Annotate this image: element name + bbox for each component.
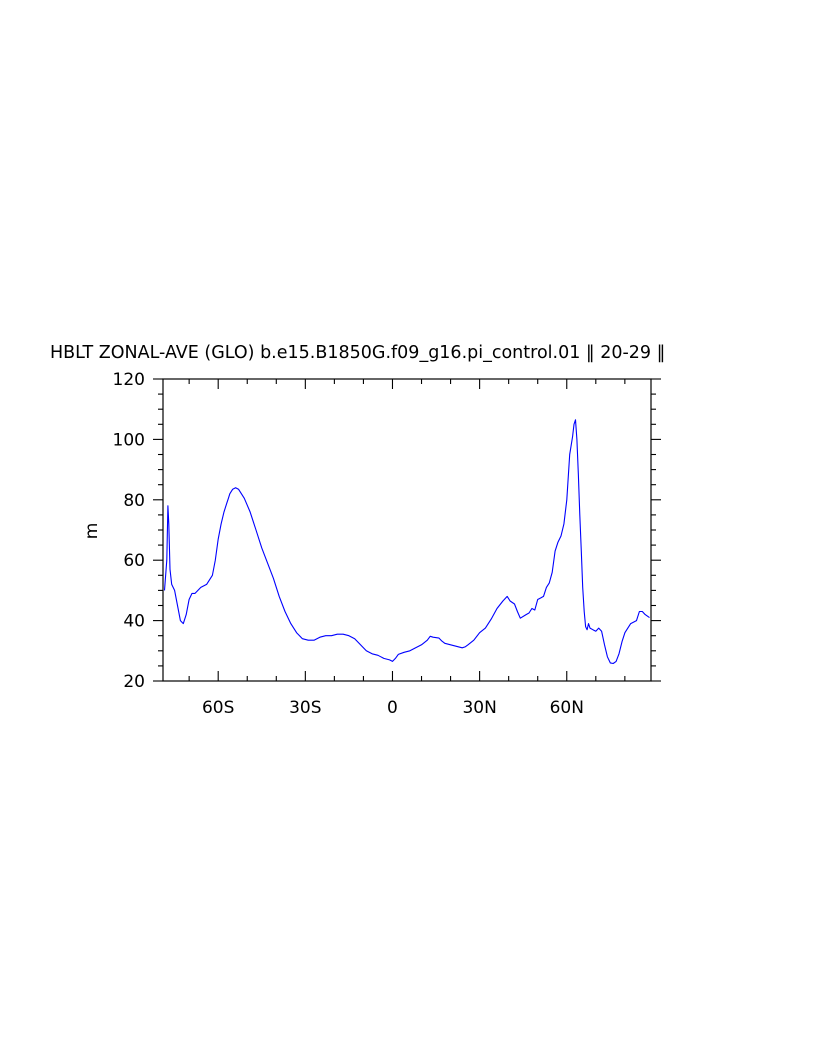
- y-tick-label: 40: [123, 612, 145, 632]
- x-tick-label: 60N: [550, 698, 584, 718]
- y-tick-label: 120: [113, 370, 145, 390]
- x-tick-label: 30N: [462, 698, 496, 718]
- y-tick-label: 80: [123, 491, 145, 511]
- axis-tick-labels: 60S 30S 0 30N 60N 20 40 60 80 100 120: [113, 370, 584, 718]
- plot-frame: [162, 378, 652, 682]
- y-tick-label: 100: [113, 430, 145, 450]
- series-line: [163, 419, 650, 665]
- data-series: [163, 419, 650, 665]
- x-tick-label: 60S: [202, 698, 234, 718]
- y-axis-label: m: [82, 523, 102, 540]
- x-tick-label: 30S: [289, 698, 321, 718]
- x-tick-label: 0: [387, 698, 398, 718]
- axis-ticks: [153, 378, 661, 682]
- y-tick-label: 60: [123, 551, 145, 571]
- y-tick-label: 20: [123, 672, 145, 692]
- chart-title: HBLT ZONAL-AVE (GLO) b.e15.B1850G.f09_g1…: [50, 343, 665, 363]
